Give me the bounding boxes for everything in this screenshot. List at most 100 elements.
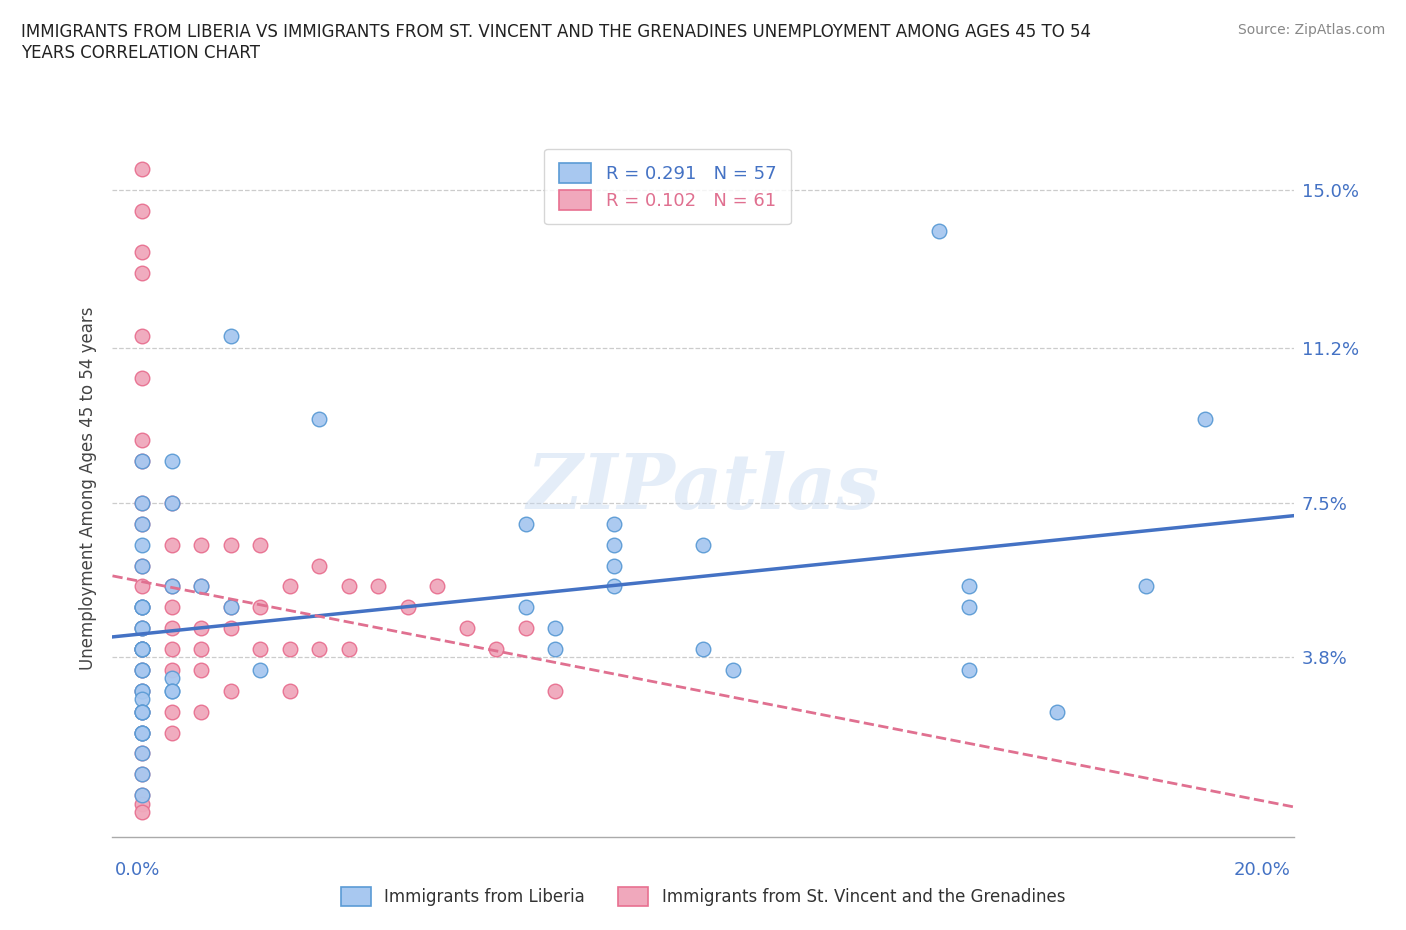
Text: IMMIGRANTS FROM LIBERIA VS IMMIGRANTS FROM ST. VINCENT AND THE GRENADINES UNEMPL: IMMIGRANTS FROM LIBERIA VS IMMIGRANTS FR… xyxy=(21,23,1091,62)
Point xyxy=(131,620,153,635)
Text: Source: ZipAtlas.com: Source: ZipAtlas.com xyxy=(1237,23,1385,37)
Point xyxy=(603,558,626,573)
Point xyxy=(190,662,212,677)
Point xyxy=(131,684,153,698)
Point xyxy=(249,642,271,657)
Point xyxy=(131,704,153,719)
Point xyxy=(1046,704,1069,719)
Point xyxy=(131,725,153,740)
Point xyxy=(131,620,153,635)
Point xyxy=(131,370,153,385)
Point xyxy=(515,516,537,531)
Point xyxy=(928,224,950,239)
Point xyxy=(131,767,153,782)
Point xyxy=(131,558,153,573)
Point xyxy=(160,579,183,594)
Point xyxy=(603,538,626,552)
Point xyxy=(278,579,301,594)
Text: 20.0%: 20.0% xyxy=(1234,860,1291,879)
Point xyxy=(131,600,153,615)
Point xyxy=(603,579,626,594)
Point xyxy=(219,600,242,615)
Point xyxy=(603,516,626,531)
Point xyxy=(131,684,153,698)
Point xyxy=(957,579,980,594)
Point xyxy=(131,796,153,811)
Point xyxy=(131,642,153,657)
Point xyxy=(160,662,183,677)
Point xyxy=(131,266,153,281)
Point xyxy=(131,804,153,819)
Point xyxy=(426,579,449,594)
Point xyxy=(160,725,183,740)
Point xyxy=(515,600,537,615)
Point xyxy=(131,454,153,469)
Point xyxy=(131,725,153,740)
Point xyxy=(160,454,183,469)
Point xyxy=(131,454,153,469)
Point xyxy=(131,620,153,635)
Point xyxy=(456,620,478,635)
Point xyxy=(131,642,153,657)
Point xyxy=(692,538,714,552)
Point xyxy=(190,579,212,594)
Point xyxy=(1135,579,1157,594)
Point xyxy=(308,558,330,573)
Point xyxy=(160,684,183,698)
Point xyxy=(131,704,153,719)
Point xyxy=(131,432,153,447)
Point xyxy=(957,600,980,615)
Point xyxy=(131,704,153,719)
Point xyxy=(544,642,567,657)
Point xyxy=(131,600,153,615)
Point xyxy=(219,620,242,635)
Text: ZIPatlas: ZIPatlas xyxy=(526,451,880,525)
Point xyxy=(692,642,714,657)
Point xyxy=(337,642,360,657)
Point xyxy=(131,496,153,511)
Point xyxy=(219,538,242,552)
Point xyxy=(249,662,271,677)
Point xyxy=(190,704,212,719)
Y-axis label: Unemployment Among Ages 45 to 54 years: Unemployment Among Ages 45 to 54 years xyxy=(79,307,97,670)
Point xyxy=(131,516,153,531)
Point xyxy=(131,600,153,615)
Point xyxy=(544,620,567,635)
Point xyxy=(160,579,183,594)
Point xyxy=(957,662,980,677)
Point xyxy=(219,328,242,343)
Point xyxy=(160,684,183,698)
Point xyxy=(249,600,271,615)
Point xyxy=(308,642,330,657)
Point xyxy=(160,538,183,552)
Point xyxy=(515,620,537,635)
Point xyxy=(131,538,153,552)
Point xyxy=(131,725,153,740)
Point xyxy=(160,496,183,511)
Point xyxy=(131,642,153,657)
Point xyxy=(131,746,153,761)
Point xyxy=(131,642,153,657)
Point xyxy=(308,412,330,427)
Point xyxy=(721,662,744,677)
Point xyxy=(160,642,183,657)
Point xyxy=(131,496,153,511)
Point xyxy=(249,538,271,552)
Point xyxy=(160,496,183,511)
Point xyxy=(190,642,212,657)
Point xyxy=(131,245,153,259)
Point xyxy=(160,704,183,719)
Point xyxy=(160,671,183,685)
Point xyxy=(131,662,153,677)
Point xyxy=(278,684,301,698)
Point xyxy=(219,600,242,615)
Point xyxy=(131,161,153,176)
Point xyxy=(1194,412,1216,427)
Point xyxy=(278,642,301,657)
Point xyxy=(131,692,153,707)
Legend: Immigrants from Liberia, Immigrants from St. Vincent and the Grenadines: Immigrants from Liberia, Immigrants from… xyxy=(328,874,1078,920)
Point xyxy=(131,662,153,677)
Point xyxy=(131,642,153,657)
Point xyxy=(396,600,419,615)
Point xyxy=(190,620,212,635)
